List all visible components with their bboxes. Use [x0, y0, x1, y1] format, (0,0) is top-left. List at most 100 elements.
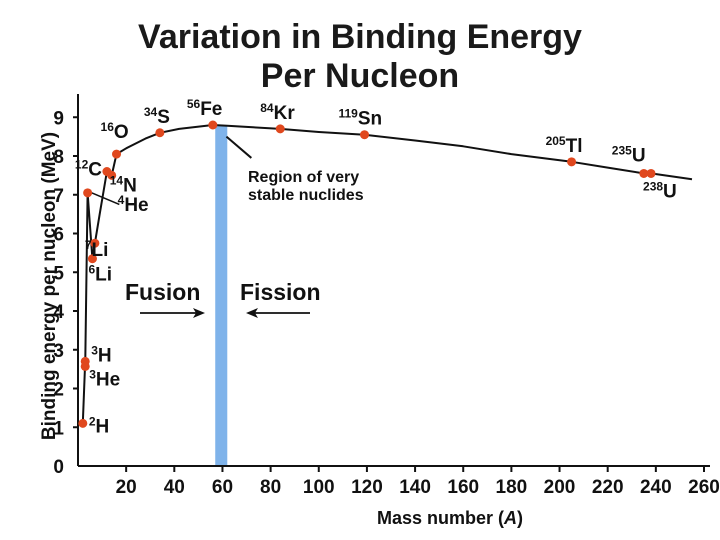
x-axis-label: Mass number (A) [300, 508, 600, 529]
x-axis-label-variable: A [504, 508, 518, 528]
x-tick-label: 20 [116, 477, 137, 498]
nuclide-symbol: He [124, 195, 148, 216]
nuclide-label-14n: 14N [110, 173, 137, 196]
nuclide-point-34s [155, 128, 165, 138]
y-tick-label: 9 [53, 108, 64, 129]
nuclide-symbol: Li [92, 240, 109, 261]
x-tick-label: 200 [544, 477, 576, 498]
y-tick-label: 7 [53, 186, 64, 207]
nuclide-point-84kr [275, 124, 285, 134]
chart-title-line1: Variation in Binding Energy [138, 18, 582, 56]
x-tick-label: 180 [496, 477, 528, 498]
nuclide-label-205tl: 205Tl [546, 134, 583, 157]
nuclide-mass-number: 205 [546, 134, 566, 148]
nuclide-label-84kr: 84Kr [260, 101, 295, 124]
nuclide-point-16o [112, 149, 122, 159]
chart-title: Variation in Binding Energy Per Nucleon [0, 18, 720, 96]
nuclide-label-235u: 235U [612, 143, 646, 166]
nuclide-symbol: H [96, 416, 110, 437]
stable-region-leader-line [225, 135, 253, 159]
nuclide-symbol: O [114, 122, 129, 143]
x-tick-label: 160 [447, 477, 479, 498]
nuclide-point-4he [83, 188, 93, 198]
nuclide-mass-number: 3 [89, 367, 96, 381]
nuclide-point-56fe [208, 120, 218, 130]
nuclide-mass-number: 34 [144, 105, 158, 119]
x-tick-label: 100 [303, 477, 335, 498]
nuclide-label-3h: 3H [91, 343, 111, 366]
x-tick-label: 220 [592, 477, 624, 498]
nuclide-point-14n [107, 170, 117, 180]
nuclide-point-6li [87, 254, 97, 264]
nuclide-label-34s: 34S [144, 105, 170, 128]
y-tick-label: 5 [53, 263, 64, 284]
x-tick-label: 240 [640, 477, 672, 498]
nuclide-mass-number: 56 [187, 97, 201, 111]
nuclide-label-16o: 16O [101, 120, 129, 143]
nuclide-label-119sn: 119Sn [339, 107, 383, 130]
nuclide-symbol: He [96, 369, 120, 390]
x-axis-label-prefix: Mass number ( [376, 508, 505, 528]
x-tick-label: 80 [260, 477, 281, 498]
nuclide-label-7li: 7Li [85, 238, 109, 261]
nuclide-symbol: C [88, 160, 102, 181]
nuclide-mass-number: 84 [260, 101, 274, 115]
nuclide-label-12c: 12C [75, 158, 102, 181]
y-axis-label: Binding energy per nucleon (MeV) [39, 131, 60, 441]
nuclide-point-235u [639, 168, 649, 178]
nuclide-point-2h [78, 418, 88, 428]
y-tick-label: 6 [53, 225, 64, 246]
nuclide-label-6li: 6Li [88, 263, 112, 286]
chart-title-line2: Per Nucleon [260, 57, 460, 95]
nuclide-symbol: Tl [566, 136, 583, 157]
stable-region-label-line2: stable nuclides [248, 187, 364, 204]
nuclide-symbol: N [123, 175, 137, 196]
nuclide-mass-number: 119 [339, 107, 359, 121]
fission-label: Fission [240, 279, 321, 305]
nuclide-mass-number: 235 [612, 143, 632, 157]
nuclide-symbol: S [157, 107, 170, 128]
y-tick-label: 8 [53, 147, 64, 168]
x-tick-label: 60 [212, 477, 233, 498]
nuclide-label-56fe: 56Fe [187, 97, 223, 120]
he4-leader-line [91, 192, 120, 206]
nuclide-mass-number: 12 [75, 158, 89, 172]
fusion-arrowhead [193, 308, 205, 318]
x-axis-label-suffix: ) [517, 508, 524, 528]
fusion-label: Fusion [125, 279, 200, 305]
x-tick-label: 260 [688, 477, 720, 498]
y-tick-label: 2 [53, 380, 64, 401]
nuclide-symbol: U [632, 145, 646, 166]
nuclide-point-205tl [567, 157, 577, 167]
y-tick-label: 0 [53, 457, 64, 478]
x-tick-label: 140 [399, 477, 431, 498]
nuclide-mass-number: 2 [89, 414, 96, 428]
nuclide-mass-number: 7 [85, 238, 92, 252]
nuclide-label-2h: 2H [89, 414, 109, 437]
x-tick-label: 40 [164, 477, 185, 498]
nuclide-point-3he [80, 361, 90, 371]
nuclide-mass-number: 14 [110, 173, 124, 187]
nuclide-mass-number: 238 [643, 179, 663, 193]
nuclide-symbol: Kr [274, 103, 296, 124]
x-tick-label: 120 [351, 477, 383, 498]
nuclide-mass-number: 3 [91, 343, 98, 357]
nuclide-symbol: Sn [358, 109, 382, 130]
stable-region-band [215, 125, 228, 467]
nuclide-symbol: Li [95, 265, 112, 286]
nuclide-mass-number: 16 [101, 120, 115, 134]
nuclide-label-238u: 238U [643, 179, 677, 202]
nuclide-mass-number: 6 [88, 263, 95, 277]
nuclide-label-3he: 3He [89, 367, 120, 390]
y-tick-label: 3 [53, 341, 64, 362]
nuclide-point-7li [90, 238, 100, 248]
nuclide-point-119sn [360, 130, 370, 140]
nuclide-point-238u [646, 168, 656, 178]
binding-energy-curve [81, 124, 693, 424]
nuclide-label-4he: 4He [118, 193, 149, 216]
nuclide-symbol: Fe [200, 99, 222, 120]
nuclide-symbol: H [98, 345, 112, 366]
y-tick-label: 4 [53, 302, 64, 323]
nuclide-mass-number: 4 [118, 193, 125, 207]
